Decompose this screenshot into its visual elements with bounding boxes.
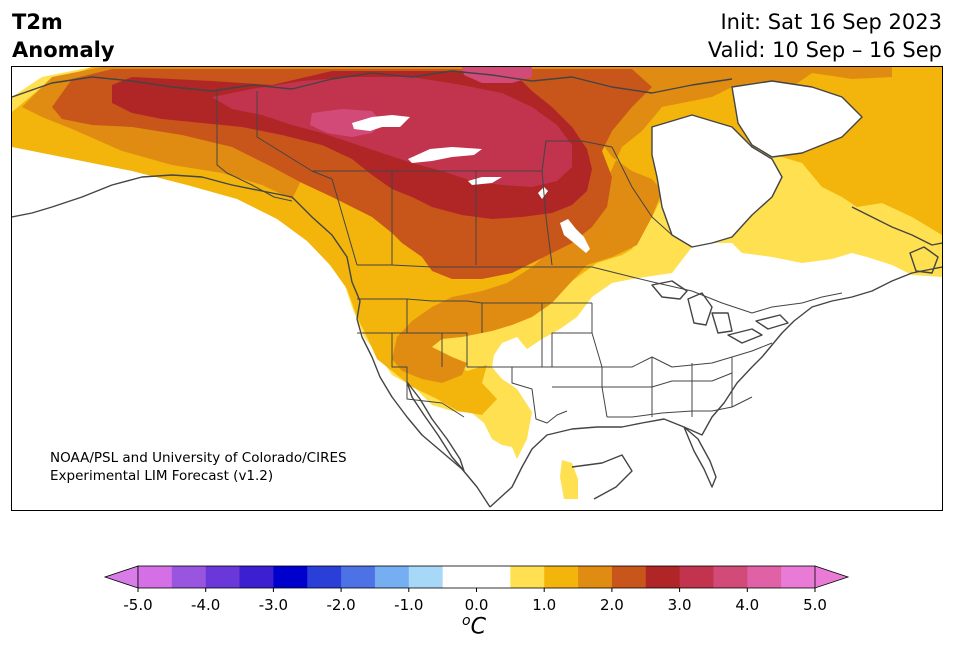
hudson-bay-shore [651, 114, 783, 248]
credit-line-1: NOAA/PSL and University of Colorado/CIRE… [50, 450, 347, 466]
lake-winnipeg [560, 219, 590, 253]
colorbar-tick-label: 1.0 [532, 596, 556, 614]
colorbar-swatch [239, 566, 274, 588]
colorbar-swatch [307, 566, 342, 588]
forecast-dates: Init: Sat 16 Sep 2023 Valid: 10 Sep – 16… [708, 8, 942, 64]
colorbar-tick-label: 2.0 [600, 596, 624, 614]
colorbar-swatch [171, 566, 207, 588]
coastlines [12, 70, 942, 508]
anomaly-band-3-0 [212, 77, 572, 187]
labrador-coast [851, 206, 942, 246]
colorbar-unit-label: oC [462, 613, 486, 639]
colorbar-swatch [611, 566, 647, 588]
us-states [357, 298, 773, 424]
credit-text: NOAA/PSL and University of Colorado/CIRE… [50, 449, 347, 485]
yucatan [571, 454, 633, 500]
alaska-border [216, 89, 293, 202]
colorbar-tick-label: -1.0 [394, 596, 423, 614]
credit-line-2: Experimental LIM Forecast (v1.2) [50, 468, 274, 484]
unit-letter: C [470, 614, 486, 640]
colorbar-swatch [544, 566, 579, 588]
colorbar-tick-label: 0.0 [465, 596, 489, 614]
colorbar-tick-label: 3.0 [668, 596, 692, 614]
great-bear-lake [352, 115, 410, 131]
unit-degree: o [462, 613, 471, 629]
baffin-water [732, 81, 862, 157]
colorbar-swatch [645, 566, 681, 588]
colorbar: -5.0 -4.0 -3.0 -2.0 -1.0 0.0 1.0 2.0 3.0 4.0 5.0 [0, 560, 953, 650]
title-line-2: Anomaly [12, 38, 115, 62]
colorbar-swatch [205, 566, 241, 588]
colorbar-swatch [578, 566, 613, 588]
state-province-borders [216, 89, 843, 424]
arctic-coast [12, 70, 733, 98]
reindeer-lake [538, 187, 548, 199]
colorbar-extend-high [814, 565, 850, 589]
colorbar-swatch [341, 566, 376, 588]
map-panel: NOAA/PSL and University of Colorado/CIRE… [11, 66, 943, 511]
temperature-anomaly-map [12, 67, 942, 508]
colorbar-tick-label: -2.0 [326, 596, 355, 614]
great-lakes [651, 280, 789, 344]
colorbar-swatch [510, 566, 545, 588]
colorbar-graphic: -5.0 -4.0 -3.0 -2.0 -1.0 0.0 1.0 2.0 3.0 4.0 5.0 [103, 565, 850, 614]
gulf-coast [489, 266, 942, 508]
colorbar-swatch [713, 566, 748, 588]
colorbar-tick-label: -5.0 [123, 596, 152, 614]
lakes [352, 81, 862, 253]
great-slave-lake [408, 147, 482, 163]
init-date: Init: Sat 16 Sep 2023 [720, 10, 942, 34]
colorbar-tick-label: 4.0 [735, 596, 759, 614]
colorbar-swatch [679, 566, 714, 588]
baja-peninsula [406, 381, 465, 472]
colorbar-swatch [747, 566, 782, 588]
canadian-provinces [256, 91, 673, 266]
pacific-coast [12, 174, 491, 508]
colorbar-tick-label: -3.0 [259, 596, 288, 614]
colorbar-extend-low [103, 565, 139, 589]
florida [683, 426, 717, 488]
colorbar-tick-label: 5.0 [803, 596, 827, 614]
newfoundland [909, 246, 939, 274]
colorbar-swatch [273, 566, 308, 588]
anomaly-band-0-5-gulf [560, 460, 578, 499]
map-title: T2m Anomaly [12, 8, 115, 64]
colorbar-swatch [138, 566, 173, 588]
colorbar-swatch [781, 566, 816, 588]
hudson-bay [652, 115, 782, 247]
canada-us-border [357, 264, 843, 314]
colorbar-swatch [476, 566, 511, 588]
valid-date: Valid: 10 Sep – 16 Sep [707, 38, 942, 62]
colorbar-swatch [408, 566, 444, 588]
title-line-1: T2m [12, 10, 63, 34]
colorbar-swatch [442, 566, 477, 588]
baffin-shore [731, 80, 863, 158]
colorbar-swatch [374, 566, 410, 588]
colorbar-tick-label: -4.0 [191, 596, 220, 614]
